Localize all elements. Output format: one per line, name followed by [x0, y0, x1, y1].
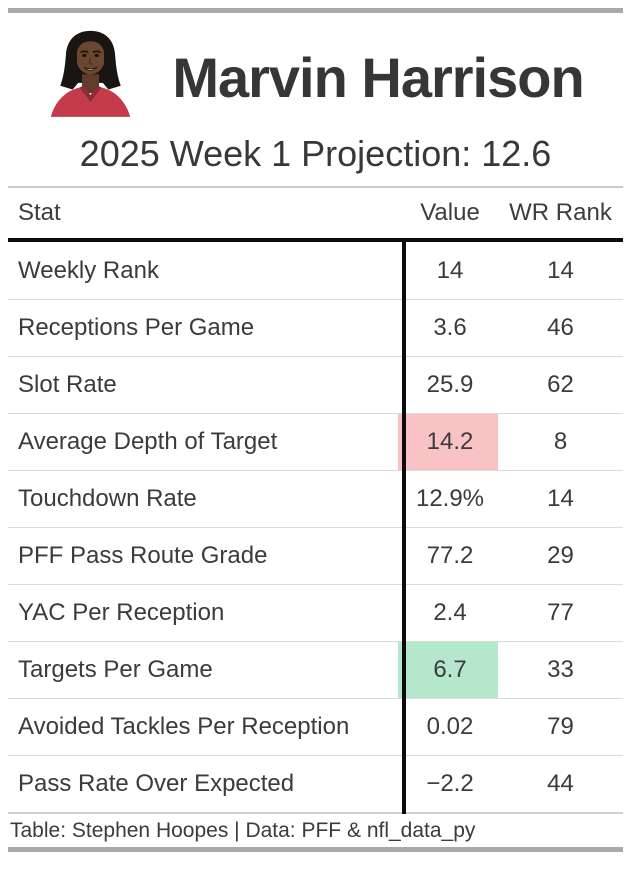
stat-rank: 14 [547, 485, 574, 512]
stat-value: 12.9% [415, 485, 485, 512]
stat-label: Receptions Per Game [18, 314, 255, 341]
table-row: Average Depth of Target 14.2 8 [8, 413, 623, 470]
stat-value-highlighted: 14.2 [398, 414, 498, 470]
page-title: Marvin Harrison [172, 45, 584, 109]
column-header-stat: Stat [18, 199, 61, 226]
stat-label: Touchdown Rate [18, 485, 197, 512]
stat-label: Weekly Rank [18, 256, 159, 284]
stat-rank: 79 [547, 713, 574, 740]
column-divider-rule [402, 242, 406, 814]
stat-rank: 77 [547, 599, 574, 626]
stat-label: Average Depth of Target [18, 428, 278, 455]
table-body: Weekly Rank 14 14 Receptions Per Game 3.… [8, 242, 623, 814]
stat-rank: 46 [547, 314, 574, 341]
footer-divider [8, 812, 623, 814]
table-row: Touchdown Rate 12.9% 14 [8, 470, 623, 527]
table-row: Pass Rate Over Expected −2.2 44 [8, 755, 623, 812]
player-headshot [50, 30, 131, 117]
stat-rank: 29 [547, 542, 574, 569]
bottom-border-bar [8, 847, 623, 852]
stat-rank: 14 [547, 256, 574, 284]
stat-value: 25.9 [426, 371, 474, 398]
stat-value: 3.6 [433, 314, 467, 341]
stat-rank: 8 [553, 428, 568, 455]
column-header-value: Value [420, 199, 480, 226]
table-row: Slot Rate 25.9 62 [8, 356, 623, 413]
stat-label: PFF Pass Route Grade [18, 542, 268, 569]
table-row: PFF Pass Route Grade 77.2 29 [8, 527, 623, 584]
column-header-wr-rank: WR Rank [509, 199, 612, 226]
projection-subtitle: 2025 Week 1 Projection: 12.6 [79, 133, 552, 174]
stat-value: 14 [436, 256, 464, 284]
table-header-row: Stat Value WR Rank [8, 188, 623, 238]
stat-value: 77.2 [426, 542, 474, 569]
stat-rank: 44 [547, 770, 574, 797]
stat-rank: 33 [547, 656, 574, 683]
stat-value: −2.2 [426, 770, 474, 797]
stat-card: Marvin Harrison 2025 Week 1 Projection: … [0, 8, 631, 873]
stat-label: Pass Rate Over Expected [18, 770, 295, 797]
top-border-bar [8, 8, 623, 13]
stat-value: 2.4 [433, 599, 467, 626]
stat-label: YAC Per Reception [18, 599, 225, 626]
table-row: Targets Per Game 6.7 33 [8, 641, 623, 698]
stat-value: 0.02 [426, 713, 474, 740]
stat-rank: 62 [547, 371, 574, 398]
table-row: YAC Per Reception 2.4 77 [8, 584, 623, 641]
table-row: Receptions Per Game 3.6 46 [8, 299, 623, 356]
stat-label: Avoided Tackles Per Reception [18, 713, 350, 740]
header-rule [8, 238, 623, 242]
stat-value-highlighted: 6.7 [398, 642, 498, 698]
stat-label: Slot Rate [18, 371, 117, 398]
subtitle-divider [8, 186, 623, 188]
stat-label: Targets Per Game [18, 656, 213, 683]
table-row: Avoided Tackles Per Reception 0.02 79 [8, 698, 623, 755]
table-row: Weekly Rank 14 14 [8, 242, 623, 299]
footer-credit: Table: Stephen Hoopes | Data: PFF & nfl_… [10, 819, 476, 842]
header: Marvin Harrison [48, 24, 623, 120]
